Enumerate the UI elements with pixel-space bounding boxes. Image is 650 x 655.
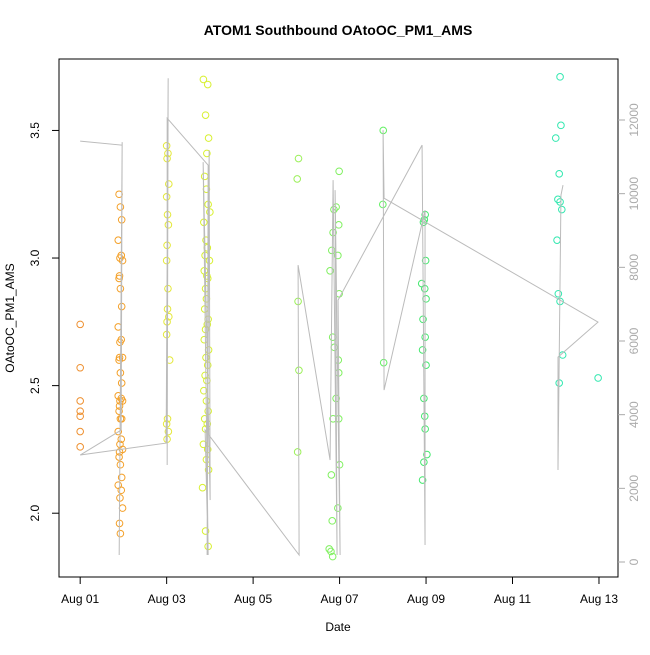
data-point — [328, 517, 337, 525]
data-point — [335, 167, 343, 176]
x-tick-label: Aug 07 — [321, 592, 359, 606]
data-point — [76, 443, 84, 451]
data-point — [164, 221, 173, 229]
y-tick-label: 3.5 — [28, 122, 42, 139]
data-point — [118, 256, 127, 265]
x-tick-label: Aug 03 — [148, 592, 186, 606]
data-point — [551, 134, 560, 142]
data-point — [76, 427, 84, 436]
data-point — [379, 200, 387, 209]
data-point — [330, 205, 338, 214]
data-point — [201, 111, 210, 119]
data-point — [293, 175, 302, 183]
x-tick-label: Aug 01 — [61, 592, 99, 606]
data-point — [556, 198, 564, 206]
y2-tick-label: 12000 — [627, 103, 641, 137]
data-point — [294, 154, 303, 163]
x-axis-label: Date — [325, 620, 351, 634]
data-point — [199, 75, 208, 84]
data-point — [115, 353, 124, 362]
y-tick-label: 2.5 — [28, 377, 42, 394]
data-point — [204, 466, 213, 474]
data-point — [556, 73, 564, 81]
data-point — [162, 141, 171, 150]
y2-tick-label: 4000 — [627, 401, 641, 428]
data-point — [418, 476, 427, 484]
y2-tick-label: 2000 — [627, 475, 641, 502]
data-point — [203, 149, 211, 158]
chart-title: ATOM1 Southbound OAtoOC_PM1_AMS — [204, 22, 473, 38]
data-point — [116, 338, 124, 347]
data-point — [204, 134, 213, 142]
data-point — [206, 208, 214, 216]
data-point — [114, 427, 123, 436]
data-point — [421, 256, 430, 265]
data-point — [334, 504, 342, 512]
data-point — [76, 363, 84, 372]
y-tick-label: 2.0 — [28, 505, 42, 522]
x-tick-label: Aug 09 — [407, 592, 445, 606]
data-point — [76, 320, 84, 329]
x-tick-label: Aug 13 — [580, 592, 618, 606]
data-point — [420, 458, 428, 466]
data-point — [116, 529, 125, 538]
data-point — [555, 170, 564, 178]
y2-tick-label: 10000 — [627, 177, 641, 211]
data-point — [198, 483, 207, 492]
data-point — [117, 473, 126, 482]
y2-tick-label: 6000 — [627, 327, 641, 354]
data-point — [117, 435, 126, 444]
data-point — [165, 312, 173, 321]
y-axis-label: OAtoOC_PM1_AMS — [3, 263, 17, 372]
y2-tick-label: 0 — [627, 558, 641, 565]
data-point — [418, 346, 427, 354]
data-point — [76, 412, 84, 421]
data-point — [327, 547, 335, 556]
data-point — [326, 266, 334, 275]
data-point — [76, 397, 84, 405]
x-tick-label: Aug 11 — [494, 592, 531, 606]
data-point — [115, 272, 124, 280]
data-point — [423, 450, 431, 459]
plot-frame — [58, 58, 619, 578]
data-point — [76, 407, 84, 415]
data-point — [117, 486, 126, 495]
y2-tick-label: 8000 — [627, 254, 641, 281]
data-point — [115, 402, 124, 410]
data-point — [327, 471, 336, 479]
data-point — [329, 228, 337, 237]
data-point — [116, 460, 125, 469]
data-point — [557, 205, 566, 214]
x-tick-label: Aug 05 — [234, 592, 272, 606]
data-point — [557, 121, 565, 130]
data-point — [293, 448, 302, 456]
data-point — [165, 180, 173, 188]
data-point — [422, 361, 430, 370]
data-point — [115, 356, 123, 364]
data-point — [115, 453, 123, 461]
data-point — [201, 527, 210, 535]
data-point — [162, 192, 171, 201]
data-point — [554, 289, 563, 298]
data-point — [203, 80, 212, 89]
line-series — [79, 78, 599, 557]
data-point — [328, 552, 337, 561]
data-point — [334, 251, 342, 260]
data-point — [594, 374, 602, 382]
y-tick-label: 3.0 — [28, 249, 42, 266]
data-point — [164, 427, 173, 436]
data-point — [115, 407, 123, 415]
data-point — [115, 274, 123, 283]
data-point — [116, 254, 124, 262]
data-point — [116, 203, 125, 211]
data-point — [116, 284, 125, 293]
